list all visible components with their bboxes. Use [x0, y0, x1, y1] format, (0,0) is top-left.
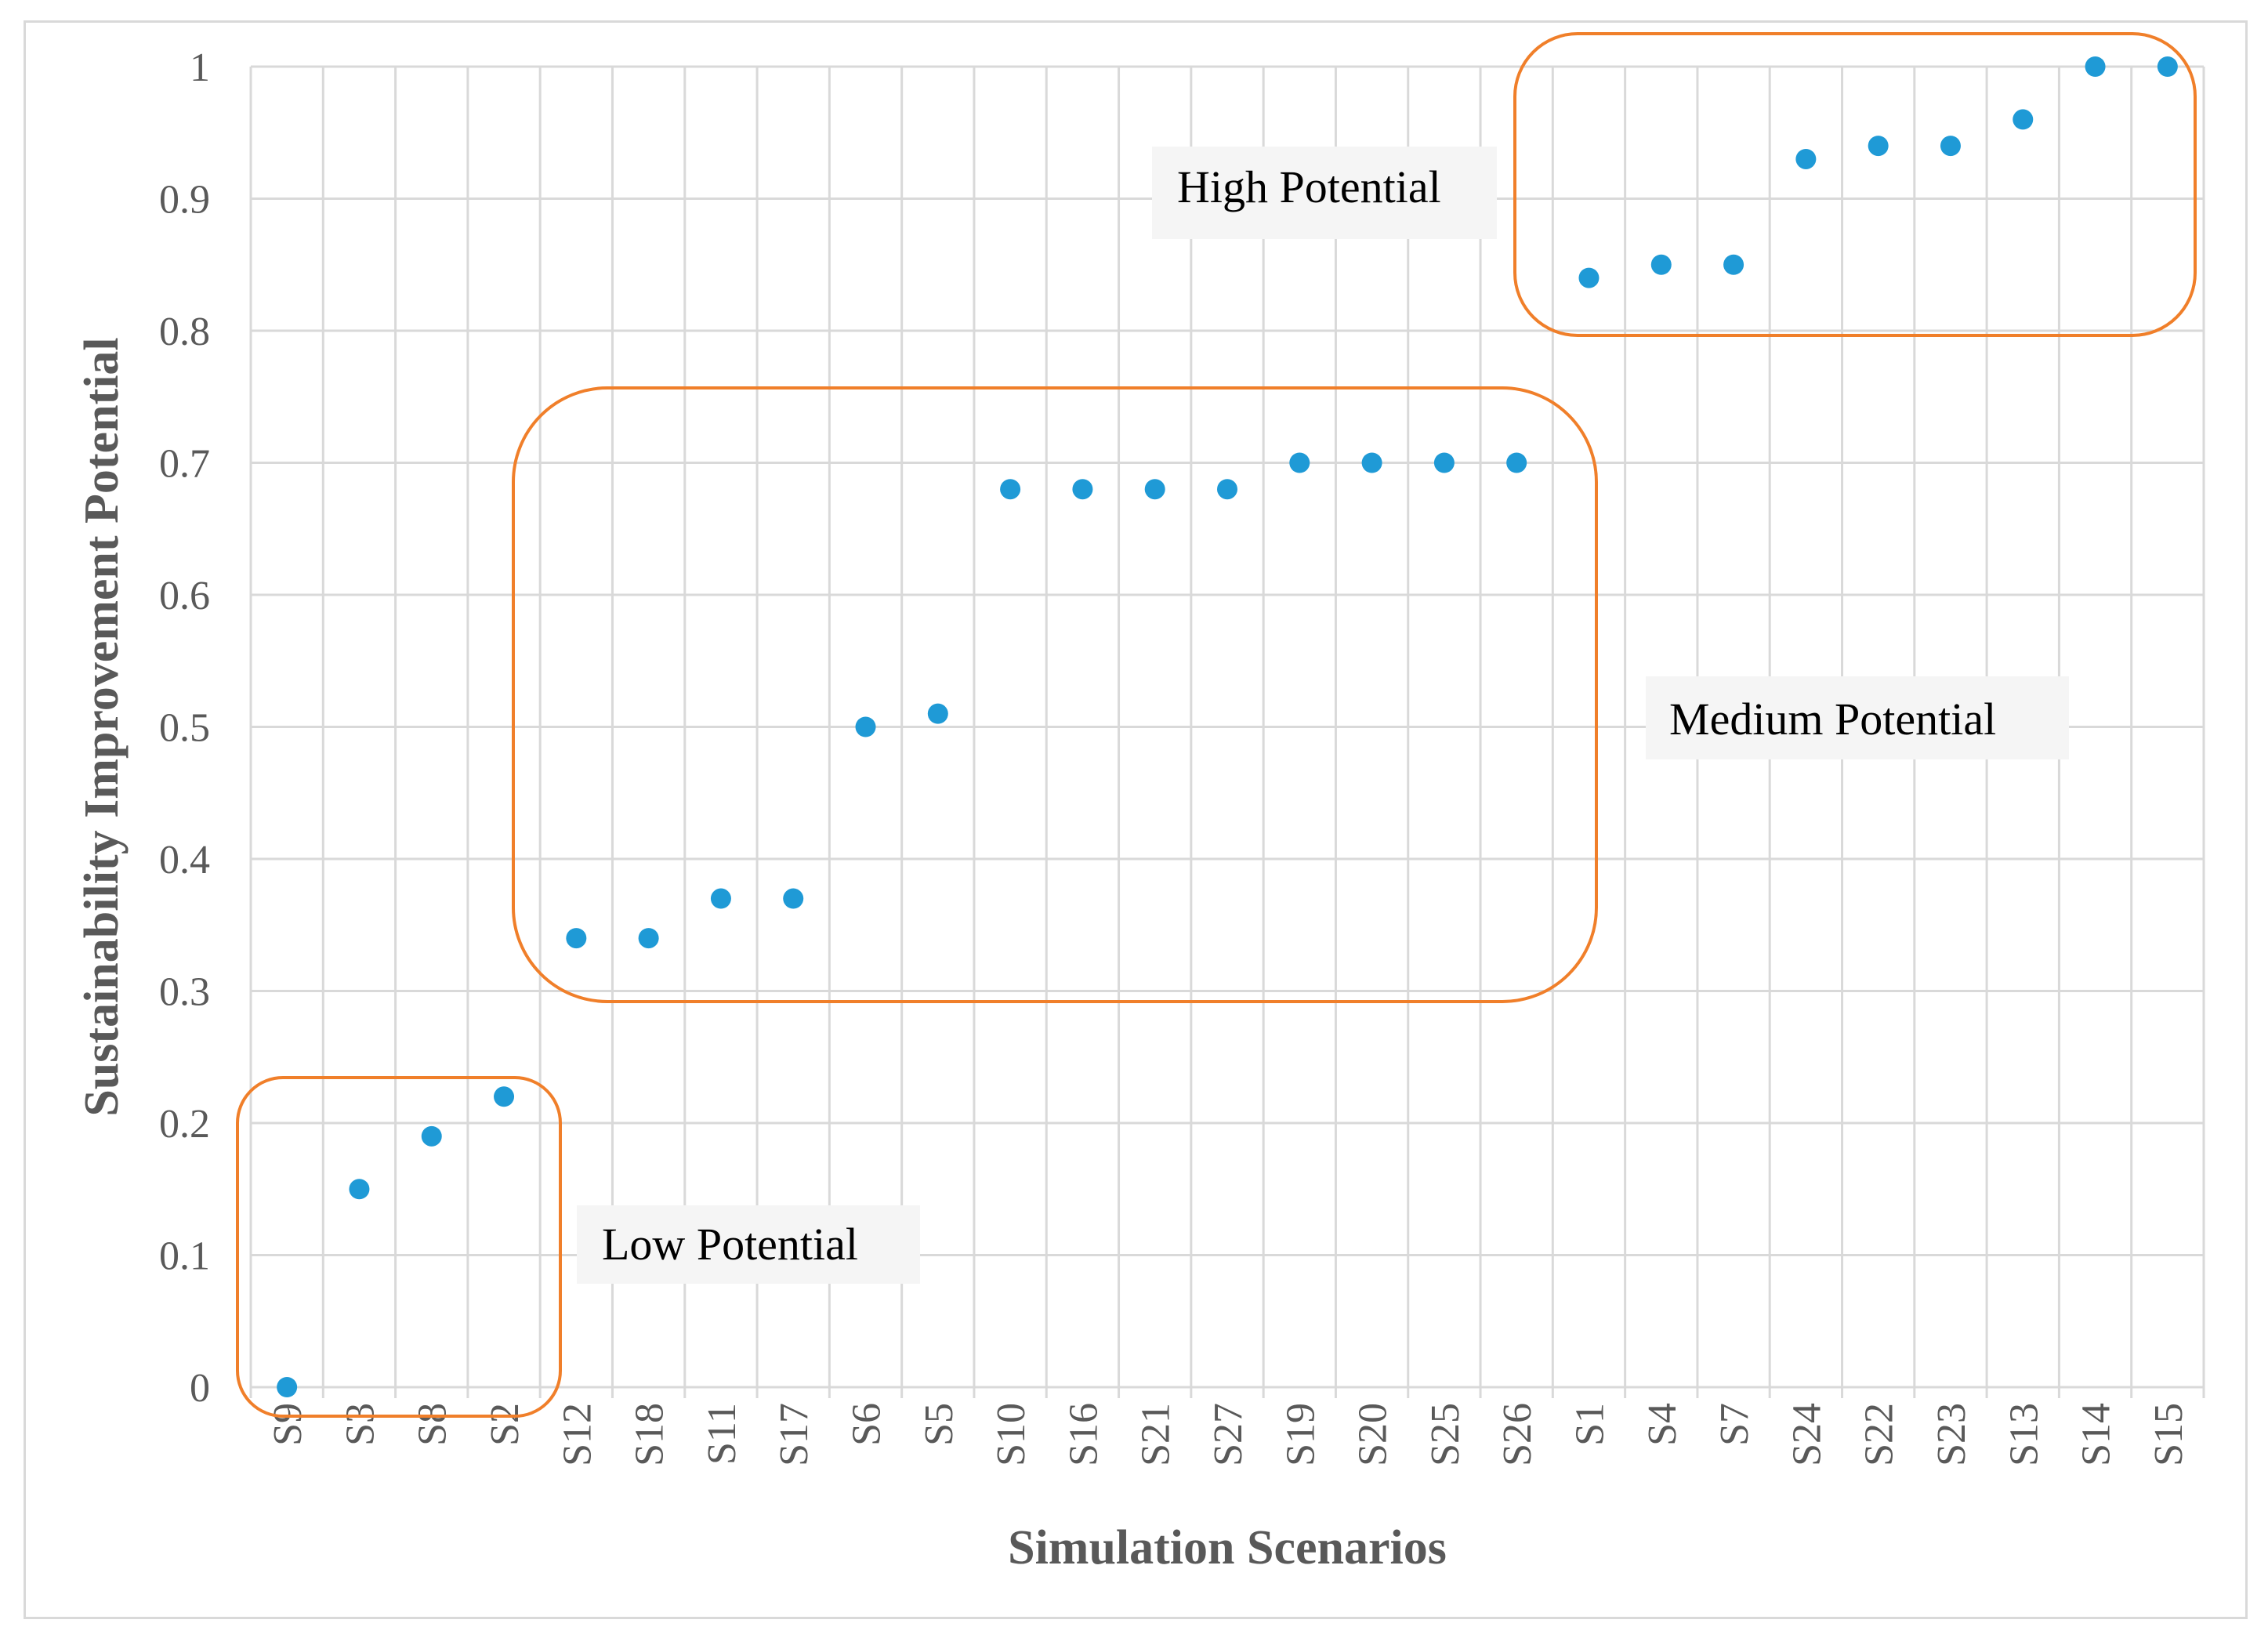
data-point: [783, 888, 804, 909]
x-tick-label: S24: [1784, 1403, 1829, 1466]
data-point: [927, 703, 948, 724]
data-point: [1795, 148, 1817, 169]
y-tick-label: 0.1: [159, 1234, 210, 1279]
annotation-box: [236, 1076, 562, 1418]
y-tick-label: 0.7: [159, 442, 210, 487]
x-tick-label: S15: [2147, 1403, 2191, 1466]
data-point: [1072, 479, 1093, 500]
x-tick-label: S10: [989, 1403, 1034, 1466]
annotation-label-bg: [1152, 147, 1497, 239]
x-tick-label: S17: [772, 1403, 817, 1466]
y-tick-label: 0.9: [159, 178, 210, 223]
x-tick-label: S12: [555, 1403, 600, 1466]
data-point: [1000, 479, 1021, 500]
data-point: [1940, 136, 1961, 157]
x-tick-label: S25: [1423, 1403, 1468, 1466]
x-tick-label: S2: [483, 1403, 527, 1446]
data-point: [1289, 452, 1310, 473]
data-point: [2157, 56, 2178, 77]
data-point: [1723, 254, 1744, 275]
y-tick-label: 1: [190, 45, 210, 90]
x-tick-label: S13: [2002, 1403, 2046, 1466]
y-tick-label: 0.2: [159, 1102, 210, 1147]
data-point: [1650, 254, 1672, 275]
y-axis-title: Sustainability Improvement Potential: [75, 337, 129, 1116]
x-axis-tick-labels: S9 S3 S8 S2 S12 S18 S11 S17 S6 S5 S10 S16 S21 S27 S19 S…: [266, 1403, 2191, 1466]
data-point: [566, 928, 587, 949]
y-tick-label: 0.4: [159, 838, 210, 882]
annotation-label: Medium Potential: [1669, 694, 1996, 745]
x-tick-label: S27: [1206, 1403, 1251, 1466]
y-tick-label: 0: [190, 1366, 210, 1411]
data-point: [1144, 479, 1165, 500]
x-tick-label: S19: [1278, 1403, 1323, 1466]
data-point: [638, 928, 659, 949]
data-point: [1506, 452, 1527, 473]
x-tick-label: S16: [1061, 1403, 1106, 1466]
data-point: [494, 1086, 515, 1107]
x-tick-label: S11: [700, 1403, 745, 1465]
x-tick-label: S14: [2074, 1403, 2119, 1466]
x-axis-title: Simulation Scenarios: [1008, 1521, 1447, 1574]
data-point: [1361, 452, 1382, 473]
y-tick-label: 0.3: [159, 970, 210, 1015]
annotation-box: [1513, 32, 2197, 337]
y-tick-label: 0.6: [159, 574, 210, 618]
x-tick-label: S20: [1351, 1403, 1396, 1466]
x-tick-label: S21: [1134, 1403, 1179, 1466]
x-tick-label: S6: [845, 1403, 889, 1446]
annotation-label: Low Potential: [602, 1219, 858, 1270]
data-point: [2085, 56, 2106, 77]
x-tick-label: S18: [628, 1403, 672, 1466]
annotations: Low Potential Medium Potential High Potent…: [236, 32, 2197, 1418]
x-tick-label: S3: [338, 1403, 382, 1446]
annotation-box: [512, 386, 1598, 1003]
data-point: [1578, 267, 1600, 288]
y-tick-label: 0.5: [159, 706, 210, 751]
annotation-label-bg: [577, 1205, 920, 1284]
x-tick-label: S7: [1712, 1403, 1757, 1446]
data-point: [277, 1377, 298, 1397]
x-tick-label: S26: [1495, 1403, 1540, 1466]
data-point: [855, 716, 876, 737]
y-axis-tick-labels: 0 0.1 0.2 0.3 0.4 0.5 0.6 0.7 0.8 0.9 1: [159, 45, 210, 1411]
x-tick-label: S23: [1929, 1403, 1974, 1466]
data-point: [1868, 136, 1889, 157]
data-point: [421, 1125, 442, 1147]
data-point: [2013, 109, 2034, 130]
annotation-label-bg: [1646, 676, 2069, 759]
x-tick-label: S5: [917, 1403, 962, 1446]
x-tick-label: S9: [266, 1403, 310, 1446]
data-points: [277, 56, 2178, 1397]
data-point: [710, 888, 731, 909]
x-tick-label: S1: [1567, 1403, 1612, 1446]
data-point: [349, 1179, 370, 1200]
data-point: [1433, 452, 1455, 473]
x-tick-label: S22: [1857, 1403, 1902, 1466]
x-tick-label: S8: [411, 1403, 455, 1446]
data-point: [1217, 479, 1237, 500]
annotation-label: High Potential: [1177, 161, 1441, 212]
y-tick-label: 0.8: [159, 310, 210, 354]
chart-frame: [24, 20, 2248, 1619]
x-tick-label: S4: [1640, 1403, 1685, 1446]
